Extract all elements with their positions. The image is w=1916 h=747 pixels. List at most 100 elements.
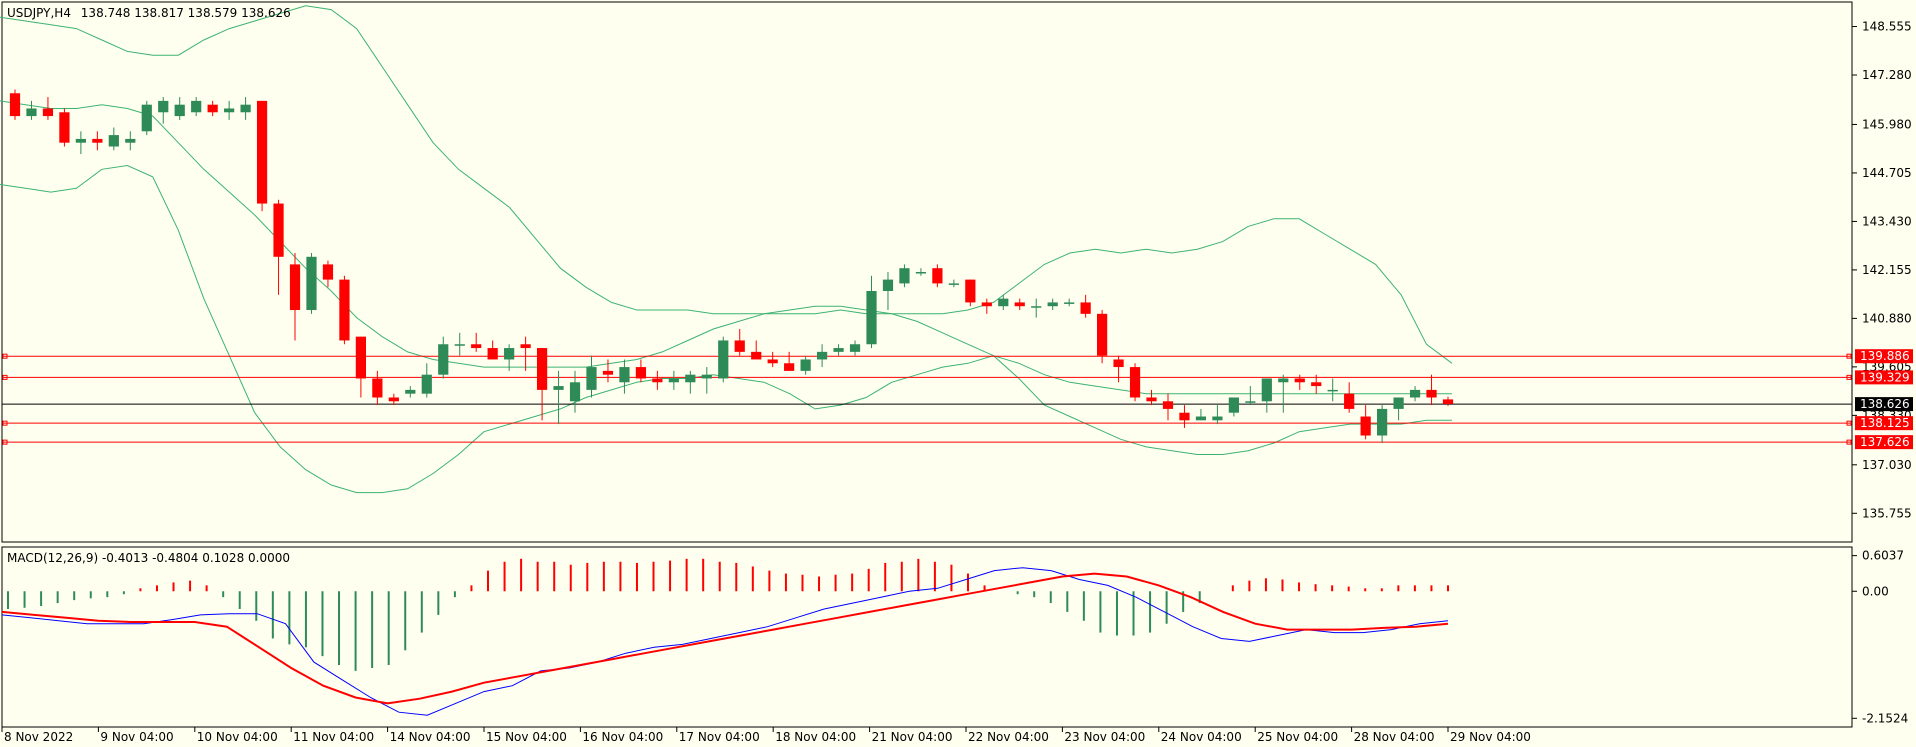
candle-body: [421, 374, 432, 394]
candle: [322, 260, 334, 288]
candle: [256, 100, 268, 212]
candle: [1377, 405, 1388, 444]
price-tick-label: 142.155: [1862, 263, 1912, 277]
macd-header: MACD(12,26,9) -0.4013 -0.4804 0.1028 0.0…: [7, 551, 290, 565]
time-tick-label: 15 Nov 04:00: [486, 730, 567, 744]
candle: [487, 340, 498, 360]
time-tick-label: 9 Nov 04:00: [100, 730, 173, 744]
candle: [619, 359, 630, 394]
level-handle-left: [2, 420, 8, 426]
candle-body: [915, 272, 927, 274]
candlesticks: [9, 89, 1454, 444]
time-tick-label: 10 Nov 04:00: [197, 730, 278, 744]
candle-body: [174, 104, 185, 117]
price-tick-label: 148.555: [1862, 20, 1912, 34]
time-tick-label: 22 Nov 04:00: [968, 730, 1049, 744]
candle-body: [207, 104, 218, 113]
candle: [767, 351, 778, 368]
candle-body: [1228, 397, 1239, 413]
candle-body: [1064, 302, 1075, 304]
candle-body: [1195, 416, 1207, 421]
candle-body: [454, 344, 465, 346]
candle: [207, 100, 218, 117]
candle: [504, 344, 515, 371]
time-tick-label: 23 Nov 04:00: [1064, 730, 1145, 744]
candle-body: [1426, 389, 1437, 398]
level-tag-label: 139.329: [1860, 370, 1910, 384]
time-tick-label: 28 Nov 04:00: [1354, 730, 1435, 744]
candle-body: [849, 344, 861, 352]
candle: [224, 100, 235, 120]
candle: [866, 275, 877, 349]
candle-body: [108, 135, 119, 147]
candle: [899, 264, 910, 288]
candle-body: [998, 298, 1009, 307]
candle: [1261, 378, 1272, 413]
candle-body: [553, 386, 564, 390]
candle: [1278, 374, 1289, 413]
candle: [553, 370, 564, 425]
macd-tick-label: 0.6037: [1862, 549, 1904, 563]
candle: [1294, 374, 1305, 390]
candle-body: [586, 367, 597, 390]
candle-body: [487, 348, 498, 360]
candle: [355, 336, 367, 398]
candle-body: [42, 108, 54, 117]
candle: [816, 344, 828, 368]
macd-panel[interactable]: [1, 546, 1853, 728]
level-tag: [1855, 416, 1913, 431]
time-tick-label: 18 Nov 04:00: [775, 730, 856, 744]
candle-body: [948, 283, 959, 285]
price-tick-label: 135.755: [1862, 506, 1912, 520]
candle: [520, 336, 531, 371]
level-handle-right: [1846, 439, 1852, 445]
candle: [421, 363, 432, 398]
current-price-tag: [1855, 397, 1913, 412]
candle-body: [734, 340, 745, 352]
level-handle-left: [2, 374, 8, 380]
candle: [948, 279, 959, 288]
candle: [751, 340, 762, 360]
level-handle-right: [1846, 420, 1852, 426]
macd-tick-label: 0.00: [1862, 584, 1889, 598]
candle: [932, 264, 943, 288]
candle: [1442, 396, 1454, 406]
candle-body: [1294, 378, 1305, 383]
time-tick-label: 21 Nov 04:00: [872, 730, 953, 744]
candle: [586, 355, 597, 398]
candle-body: [322, 264, 334, 280]
candle: [1426, 374, 1437, 406]
candle-body: [1031, 306, 1042, 308]
candle: [42, 97, 54, 120]
candle-body: [191, 100, 202, 113]
price-axis: 148.555 147.280 145.980 144.705 143.430 142.1…: [1852, 20, 1913, 520]
candle-body: [92, 138, 103, 143]
candle: [1409, 386, 1421, 402]
time-tick-label: 25 Nov 04:00: [1257, 730, 1338, 744]
time-tick-label: 11 Nov 04:00: [293, 730, 374, 744]
candle-body: [1014, 302, 1025, 307]
candle: [965, 279, 976, 307]
candle: [92, 131, 103, 151]
candle-body: [882, 279, 894, 292]
candle-body: [355, 336, 367, 379]
candle: [1080, 294, 1091, 318]
candle: [915, 268, 927, 276]
candle-body: [1278, 378, 1289, 383]
candle-body: [339, 279, 350, 341]
price-tick-label: 144.705: [1862, 166, 1912, 180]
candle-body: [438, 344, 449, 375]
candle-body: [9, 93, 21, 117]
candle: [1162, 393, 1174, 421]
candle-body: [899, 268, 910, 284]
level-handle-right: [1846, 374, 1852, 380]
candle: [833, 344, 844, 356]
candle-body: [932, 268, 943, 284]
price-panel[interactable]: [1, 1, 1853, 543]
candle: [1360, 405, 1371, 440]
candle: [289, 252, 301, 341]
candle: [882, 272, 894, 311]
candle-body: [866, 291, 877, 345]
candle: [125, 131, 136, 151]
